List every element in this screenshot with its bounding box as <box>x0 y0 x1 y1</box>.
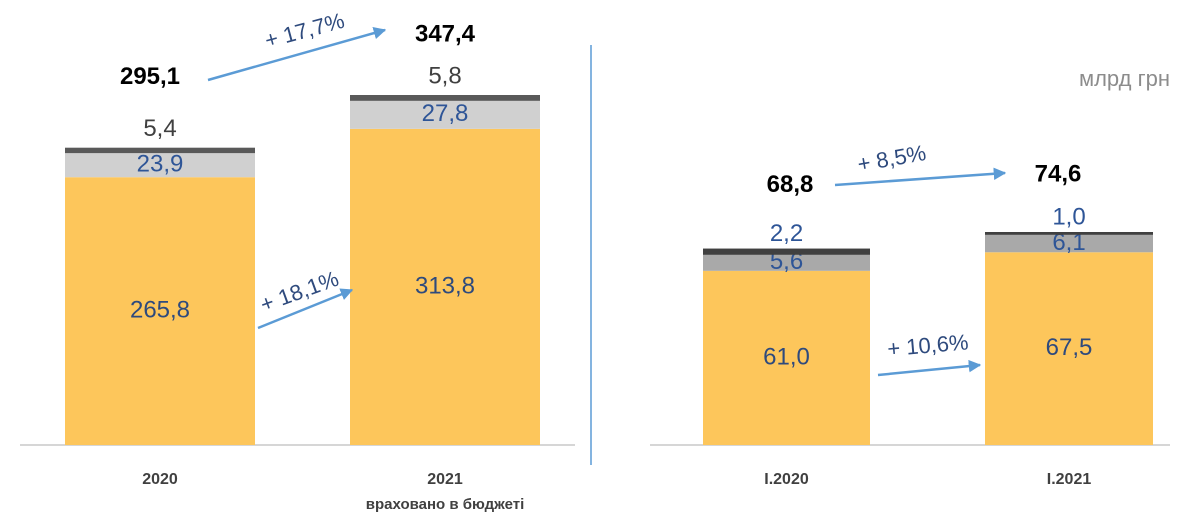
total-label: 74,6 <box>1035 160 1082 187</box>
x-tick-label: I.2021 <box>1047 471 1092 488</box>
bar-segment <box>350 100 540 129</box>
data-label: 5,4 <box>143 115 176 142</box>
total-label: 347,4 <box>415 20 476 47</box>
bar-segment <box>703 270 870 445</box>
data-label: 27,8 <box>422 100 469 127</box>
bar-segment <box>703 248 870 255</box>
annotation: + 10,6% <box>886 329 969 361</box>
unit-label: млрд грн <box>1079 66 1170 91</box>
bar-segment <box>350 128 540 445</box>
growth-arrow <box>877 359 982 377</box>
data-label: 313,8 <box>415 272 475 299</box>
bar-segment <box>985 252 1153 445</box>
data-label: 2,2 <box>770 220 803 247</box>
bar-segment <box>985 234 1153 253</box>
x-tick-label: 2020 <box>142 471 178 488</box>
annotation: + 17,7% <box>262 8 347 53</box>
growth-arrow <box>207 27 387 82</box>
data-label: 1,0 <box>1052 203 1085 230</box>
data-label: 61,0 <box>763 343 810 370</box>
bar-segment <box>65 177 255 446</box>
bar-segment <box>985 232 1153 235</box>
data-label: 5,8 <box>428 62 461 89</box>
annotation: + 18,1% <box>257 266 342 317</box>
total-label: 295,1 <box>120 63 180 90</box>
annotation: + 8,5% <box>856 140 928 177</box>
growth-arrow <box>834 167 1007 187</box>
bar-segment <box>350 95 540 101</box>
bar-segment <box>703 254 870 271</box>
data-label: 265,8 <box>130 296 190 323</box>
total-label: 68,8 <box>767 171 814 198</box>
data-label: 23,9 <box>137 151 184 178</box>
data-label: 67,5 <box>1046 334 1093 361</box>
growth-arrow <box>257 288 354 330</box>
x-tick-label: I.2020 <box>764 471 809 488</box>
x-tick-label: 2021 <box>427 471 463 488</box>
category-note: враховано в бюджеті <box>366 496 525 513</box>
bar-segment <box>65 147 255 154</box>
bar-segment <box>65 153 255 178</box>
